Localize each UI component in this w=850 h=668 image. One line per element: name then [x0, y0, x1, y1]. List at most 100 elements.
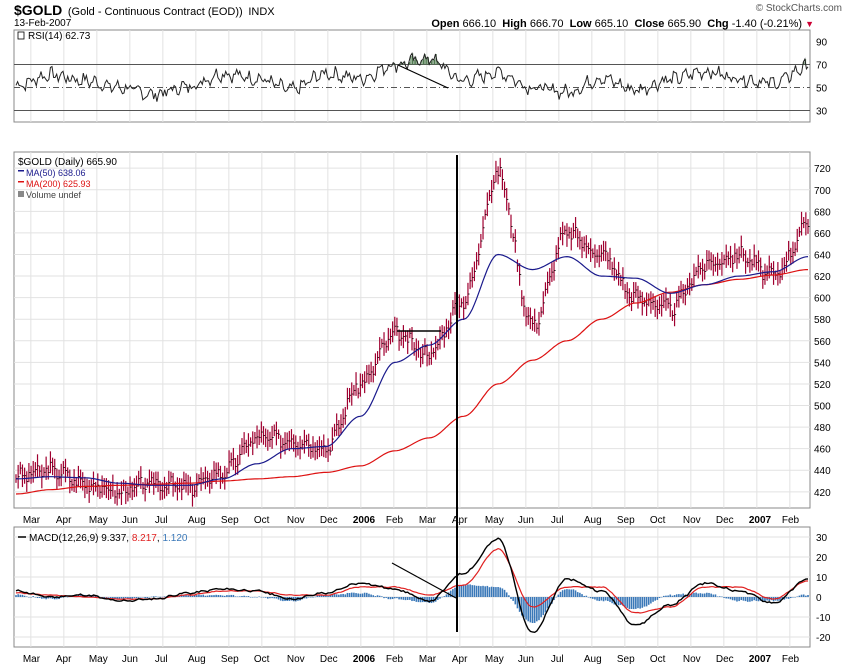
- macd-hist-bar-142: [320, 594, 323, 597]
- ticker-symbol: $GOLD: [14, 2, 63, 18]
- macd-hist-bar-271: [598, 597, 601, 602]
- macd-hist-bar-280: [617, 597, 620, 606]
- macd-hist-bar-69: [163, 596, 166, 597]
- macd-hist-bar-154: [346, 592, 349, 597]
- macd-hist-bar-196: [437, 597, 439, 600]
- macd-hist-bar-269: [594, 597, 596, 600]
- macd-hist-bar-21: [60, 597, 62, 598]
- price-xlabel-8: Nov: [287, 515, 305, 526]
- macd-hist-bar-83: [193, 594, 196, 597]
- price-xlabel-0: Mar: [23, 515, 41, 526]
- macd-hist-bar-338: [742, 597, 745, 601]
- macd-hist-bar-336: [738, 597, 740, 602]
- macd-ytick-20: 20: [816, 553, 828, 564]
- macd-legend: MACD(12,26,9) 9.337, 8.217, 1.120: [29, 533, 188, 544]
- macd-hist-bar-218: [484, 586, 486, 597]
- macd-hist-bar-68: [161, 596, 164, 598]
- macd-hist-bar-344: [755, 597, 758, 601]
- macd-hist-bar-184: [411, 597, 413, 602]
- macd-hist-bar-93: [215, 594, 217, 597]
- macd-hist-bar-232: [514, 597, 517, 605]
- macd-hist-bar-175: [391, 597, 394, 600]
- macd-hist-bar-47: [116, 597, 118, 600]
- macd-hist-bar-115: [262, 597, 265, 598]
- macd-hist-bar-101: [232, 594, 235, 597]
- macd-hist-bar-204: [454, 587, 456, 597]
- price-xlabel-20: Nov: [683, 515, 701, 526]
- rsi-ytick-30: 30: [816, 107, 828, 118]
- macd-hist-bar-9: [34, 597, 37, 598]
- macd-hist-bar-314: [690, 593, 693, 597]
- macd-histogram: [15, 584, 809, 624]
- rsi-ytick-70: 70: [816, 61, 828, 72]
- macd-hist-bar-318: [699, 593, 702, 597]
- macd-hist-bar-273: [602, 597, 605, 602]
- macd-hist-bar-365: [800, 594, 803, 597]
- chart-symbol-header: $GOLD (Gold - Continuous Contract (EOD))…: [14, 2, 275, 18]
- macd-hist-bar-57: [137, 597, 140, 598]
- rsi-grid: [30, 30, 791, 122]
- macd-hist-bar-44: [109, 597, 112, 599]
- macd-hist-bar-360: [789, 597, 792, 599]
- macd-hist-bar-24: [66, 596, 69, 598]
- macd-hist-bar-341: [749, 597, 751, 602]
- macd-hist-bar-331: [727, 597, 730, 599]
- macd-hist-bar-227: [503, 589, 506, 597]
- down-arrow-icon: ▼: [805, 19, 814, 29]
- macd-hist-bar-122: [277, 597, 280, 600]
- macd-hist-bar-316: [695, 592, 697, 597]
- macd-ytick-30: 30: [816, 533, 828, 544]
- macd-y-axis: 30 20 10 0 -10 -20: [816, 533, 831, 644]
- macd-hist-bar-155: [348, 593, 351, 597]
- macd-hist-bar-265: [585, 595, 588, 597]
- ma200-line: [15, 269, 808, 495]
- macd-hist-bar-7: [30, 597, 32, 598]
- macd-hist-bar-103: [236, 596, 239, 598]
- macd-hist-bar-210: [467, 584, 469, 597]
- macd-hist-bar-80: [187, 595, 189, 597]
- macd-hist-bar-0: [15, 595, 17, 597]
- macd-hist-bar-123: [279, 597, 282, 601]
- macd-xlabel-4: Jul: [155, 654, 168, 665]
- macd-hist-bar-289: [637, 597, 639, 609]
- macd-hist-bar-85: [198, 594, 200, 597]
- macd-hist-bar-270: [596, 597, 598, 601]
- macd-hist-bar-284: [626, 597, 629, 608]
- macd-hist-bar-185: [413, 597, 415, 602]
- macd-xlabel-9: Dec: [320, 654, 338, 665]
- macd-hist-bar-59: [142, 597, 144, 598]
- macd-hist-bar-140: [316, 595, 319, 597]
- open-label: Open: [431, 18, 460, 30]
- macd-xlabel-8: Nov: [287, 654, 305, 665]
- macd-hist-bar-281: [619, 597, 622, 605]
- chg-value: -1.40 (-0.21%): [731, 18, 803, 30]
- macd-hist-bar-362: [794, 597, 796, 598]
- macd-hist-bar-65: [155, 596, 157, 597]
- macd-x-axis: Mar Apr May Jun Jul Aug Sep Oct Nov Dec 2006 Feb Mar…: [23, 654, 800, 665]
- macd-hist-bar-242: [536, 597, 538, 622]
- macd-hist-bar-165: [370, 594, 372, 597]
- macd-ytick-10: 10: [816, 573, 828, 584]
- macd-hist-bar-174: [389, 597, 392, 600]
- macd-hist-bar-19: [56, 597, 58, 600]
- macd-xlabel-6: Sep: [221, 654, 239, 665]
- macd-hist-bar-17: [51, 597, 54, 599]
- macd-hist-bar-236: [523, 597, 525, 618]
- macd-hist-bar-222: [492, 586, 495, 597]
- macd-hist-bar-36: [92, 594, 95, 597]
- rsi-legend: RSI(14) 62.73: [28, 31, 91, 42]
- macd-hist-bar-247: [546, 597, 549, 609]
- macd-ytick--20: -20: [816, 633, 831, 644]
- macd-hist-bar-148: [333, 593, 336, 597]
- price-ytick-440: 440: [814, 466, 831, 477]
- macd-hist-bar-330: [725, 597, 728, 599]
- high-label: High: [502, 18, 527, 30]
- macd-xlabel-10: 2006: [353, 654, 376, 665]
- price-xlabel-11: Feb: [386, 515, 404, 526]
- macd-xlabel-21: Dec: [716, 654, 734, 665]
- macd-hist-bar-42: [105, 597, 108, 598]
- macd-hist-bar-110: [251, 597, 254, 598]
- macd-hist-bar-11: [38, 597, 41, 598]
- macd-hist-bar-282: [622, 597, 624, 606]
